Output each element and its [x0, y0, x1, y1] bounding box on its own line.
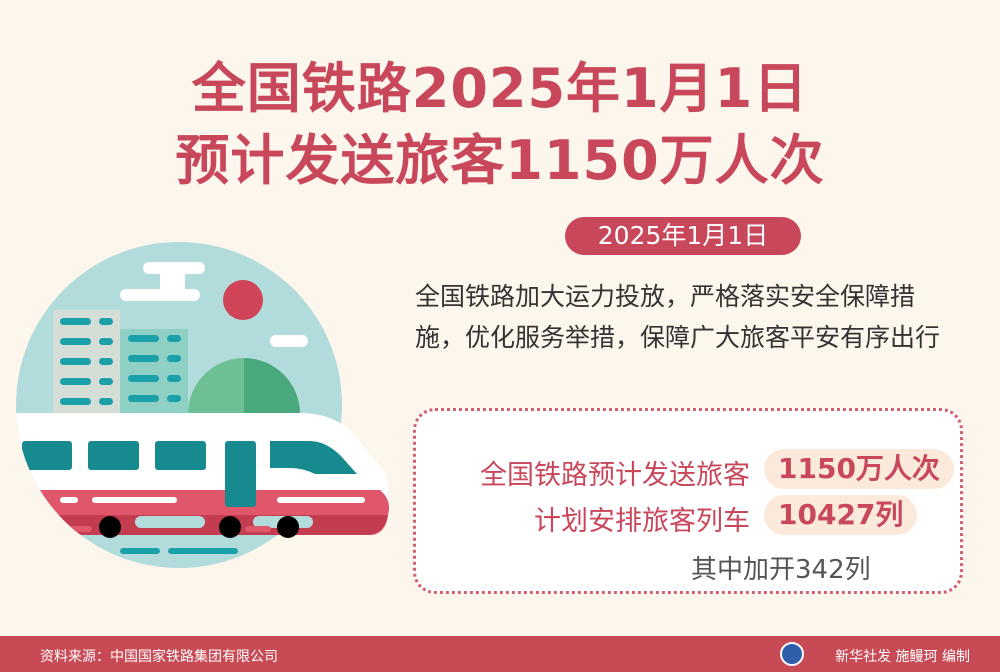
building [120, 329, 188, 414]
wheel [99, 516, 121, 538]
wheel [219, 516, 241, 538]
cloud [270, 335, 308, 347]
stats-box: 全国铁路预计发送旅客 1150万人次 计划安排旅客列车 10427列 其中加开3… [413, 408, 963, 594]
building [53, 310, 120, 414]
xinhua-logo-icon [780, 642, 804, 666]
stat-row-trains: 计划安排旅客列车 10427列 [416, 495, 960, 537]
additional-trains-note: 其中加开342列 [691, 555, 871, 585]
sun-icon [223, 280, 263, 320]
wheel [277, 516, 299, 538]
description-text: 全国铁路加大运力投放，严格落实安全保障措施，优化服务举措，保障广大旅客平安有序出… [415, 282, 941, 352]
title-line-1: 全国铁路2025年1月1日 [191, 57, 809, 120]
tree [188, 358, 244, 414]
train [16, 413, 389, 554]
stat-value: 10427列 [764, 495, 918, 535]
stat-label: 计划安排旅客列车 [534, 506, 750, 537]
stat-row-passengers: 全国铁路预计发送旅客 1150万人次 [416, 449, 960, 491]
train-illustration [16, 242, 389, 568]
stat-label: 全国铁路预计发送旅客 [480, 460, 750, 491]
source-text: 资料来源：中国国家铁路集团有限公司 [40, 649, 278, 665]
title-line-2: 预计发送旅客1150万人次 [175, 129, 825, 192]
credit-text: 新华社发 施鳗珂 编制 [835, 649, 970, 665]
cloud [120, 289, 200, 301]
date-badge: 2025年1月1日 [565, 217, 801, 255]
stat-value: 1150万人次 [764, 449, 954, 489]
footer-bar: 资料来源：中国国家铁路集团有限公司 新华社发 施鳗珂 编制 [0, 636, 1000, 672]
